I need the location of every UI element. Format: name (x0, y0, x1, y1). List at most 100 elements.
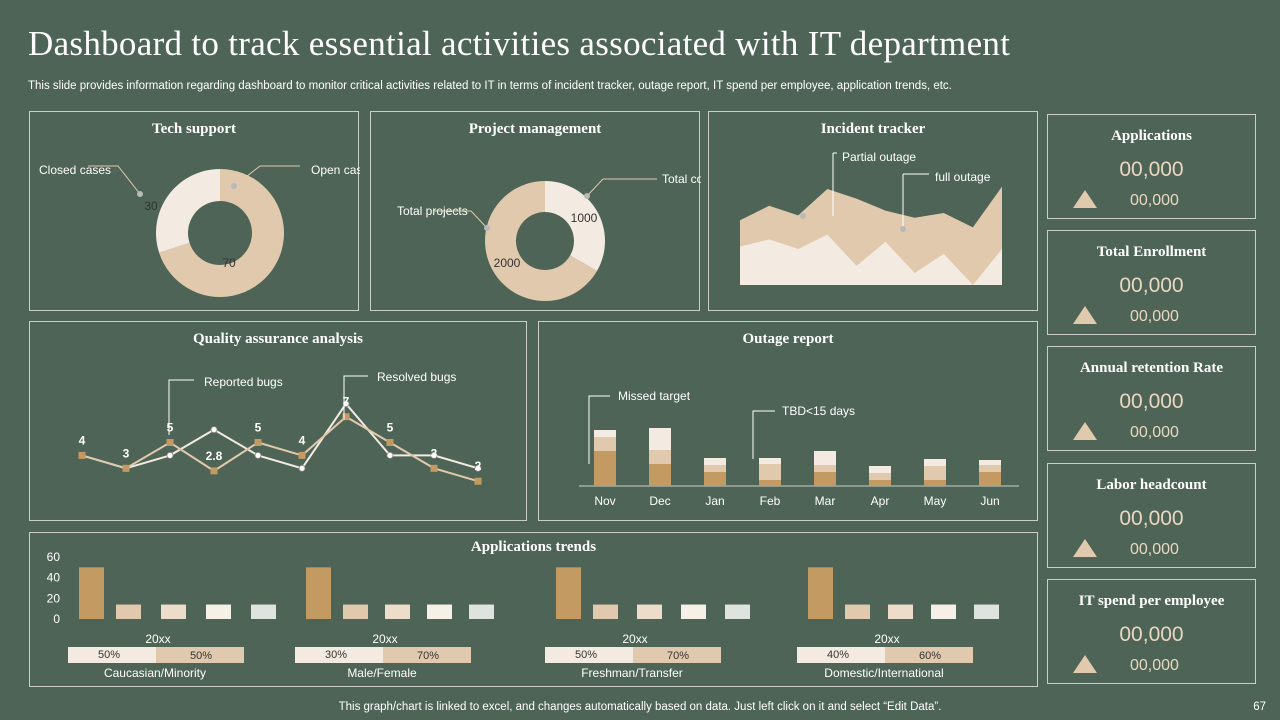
page-subtitle: This slide provides information regardin… (28, 80, 952, 92)
incident-tracker-panel[interactable]: Incident tracker Partial outage full out… (708, 111, 1038, 311)
tech-support-title: Tech support (151, 121, 237, 137)
outage-bar-nov-seg2 (594, 430, 616, 437)
qa-point-resolved (298, 464, 306, 472)
project-management-title: Project management (468, 121, 602, 137)
kpi-title: IT spend per employee (1078, 593, 1225, 609)
quality-assurance-chart: Reported bugs Resolved bugs 4 3 5 2.8 5 4 7 5 3 2 (78, 370, 482, 485)
qa-callout-reported: Reported bugs (204, 375, 283, 389)
apps-bar-group0-bar4 (251, 604, 276, 619)
apps-split-right (633, 647, 721, 663)
outage-bar-dec-seg0 (649, 464, 671, 486)
outage-tick-label: Apr (871, 494, 890, 508)
applications-trends-chart: 0 20 40 60 20xx 50% 50% Caucasian/Minority 20xx 3… (47, 550, 999, 680)
apps-bar-group3-bar3 (931, 604, 956, 619)
kpi-card-labor-headcount[interactable]: Labor headcount 00,000 00,000 (1047, 463, 1256, 568)
outage-bar-dec-seg2 (649, 428, 671, 450)
outage-report-panel[interactable]: Outage report Missed target TBD<15 days … (538, 321, 1038, 521)
outage-report-chart: Missed target TBD<15 days Nov Dec Jan Feb Ma… (579, 389, 1019, 508)
apps-bar-group0-bar2 (161, 604, 186, 619)
qa-data-label: 5 (387, 421, 394, 435)
apps-bar-group2-bar2 (637, 604, 662, 619)
incident-callout-full: full outage (935, 170, 991, 184)
applications-trends-panel[interactable]: Applications trends 0 20 40 60 20xx 50% 50% Cau… (29, 532, 1038, 687)
apps-category-label: Caucasian/Minority (104, 666, 206, 680)
outage-bar-jan-seg2 (704, 458, 726, 465)
qa-callout-resolved: Resolved bugs (377, 370, 456, 384)
kpi-value: 00,000 (1119, 390, 1184, 413)
qa-point-reported (342, 413, 350, 421)
qa-data-label: 2.8 (206, 449, 223, 463)
outage-bar-feb-seg0 (759, 480, 781, 486)
kpi-card-total-enrollment[interactable]: Total Enrollment 00,000 00,000 (1047, 230, 1256, 335)
qa-point-resolved (166, 451, 174, 459)
apps-bar-group3-bar1 (845, 604, 870, 619)
qa-point-reported (78, 451, 86, 459)
apps-split-left-label: 50% (575, 649, 597, 661)
outage-tick-label: May (924, 494, 947, 508)
apps-ytick-label: 40 (47, 571, 61, 585)
qa-data-label: 3 (123, 446, 130, 460)
kpi-value: 00,000 (1119, 158, 1184, 181)
outage-bar-may-seg0 (924, 480, 946, 486)
applications-trends-title: Applications trends (470, 539, 597, 555)
kpi-title: Annual retention Rate (1079, 360, 1224, 376)
outage-bar-apr-seg2 (869, 466, 891, 473)
apps-bar-group0-bar3 (206, 604, 231, 619)
apps-bar-group3-bar4 (974, 604, 999, 619)
outage-bar-mar-seg0 (814, 472, 836, 486)
proj-slice-1 (485, 181, 597, 301)
incident-callout-partial: Partial outage (842, 150, 916, 164)
apps-split-left (295, 647, 383, 663)
qa-line-reported-bugs (81, 415, 479, 483)
outage-leader-missed (588, 395, 610, 464)
qa-data-label: 5 (167, 421, 174, 435)
incident-tracker-title: Incident tracker (820, 121, 926, 137)
kpi-card-applications[interactable]: Applications 00,000 00,000 (1047, 114, 1256, 219)
tech-slice-label-0: 70 (222, 256, 236, 270)
apps-category-label: Domestic/International (824, 666, 943, 680)
outage-tick-label: Jan (705, 494, 724, 508)
qa-point-reported (166, 439, 174, 446)
kpi-title: Total Enrollment (1096, 244, 1207, 260)
outage-callout-missed: Missed target (618, 389, 691, 403)
proj-slice-label-0: 1000 (571, 211, 598, 225)
apps-group-label: 20xx (372, 632, 397, 646)
page-number: 67 (1253, 701, 1266, 713)
apps-split-left (68, 647, 156, 663)
qa-point-resolved (254, 451, 262, 459)
tech-support-panel[interactable]: Tech support Closed cases Open cases 70 3… (29, 111, 360, 311)
triangle-up-icon (1073, 655, 1097, 673)
apps-bar-group3-bar2 (888, 604, 913, 619)
apps-group-label: 20xx (145, 632, 170, 646)
project-management-panel[interactable]: Project management Total projects Total … (370, 111, 701, 311)
tech-leader-left (88, 165, 141, 195)
apps-ytick-label: 0 (53, 612, 60, 626)
apps-split-left (797, 647, 885, 663)
outage-bar-nov-seg0 (594, 451, 616, 486)
apps-bar-group0-bar0 (79, 567, 104, 619)
qa-data-label: 7 (343, 395, 350, 409)
kpi-value: 00,000 (1119, 507, 1184, 530)
quality-assurance-panel[interactable]: Quality assurance analysis Reported bugs… (29, 321, 527, 521)
qa-point-resolved (430, 451, 438, 459)
apps-split-left-label: 40% (827, 649, 849, 661)
apps-split-right-label: 50% (190, 650, 212, 662)
apps-bar-group2-bar3 (681, 604, 706, 619)
incident-tracker-chart: Partial outage full outage (740, 150, 1002, 285)
kpi-subvalue: 00,000 (1130, 424, 1179, 441)
triangle-up-icon (1073, 190, 1097, 208)
kpi-card-annual-retention-rate[interactable]: Annual retention Rate 00,000 00,000 (1047, 346, 1256, 451)
kpi-card-it-spend-per-employee[interactable]: IT spend per employee 00,000 00,000 (1047, 579, 1256, 684)
outage-bar-feb-seg2 (759, 458, 781, 464)
qa-point-reported (386, 439, 394, 446)
apps-ytick-label: 20 (47, 591, 61, 605)
apps-split-right (156, 647, 244, 663)
apps-split-right-label: 60% (919, 650, 941, 662)
outage-bar-jun-seg1 (979, 465, 1001, 472)
qa-data-label: 3 (431, 446, 438, 460)
outage-bar-may-seg2 (924, 459, 946, 466)
apps-category-label: Male/Female (347, 666, 417, 680)
apps-category-label: Freshman/Transfer (581, 666, 683, 680)
kpi-value: 00,000 (1119, 623, 1184, 646)
proj-marker-left (484, 225, 490, 231)
